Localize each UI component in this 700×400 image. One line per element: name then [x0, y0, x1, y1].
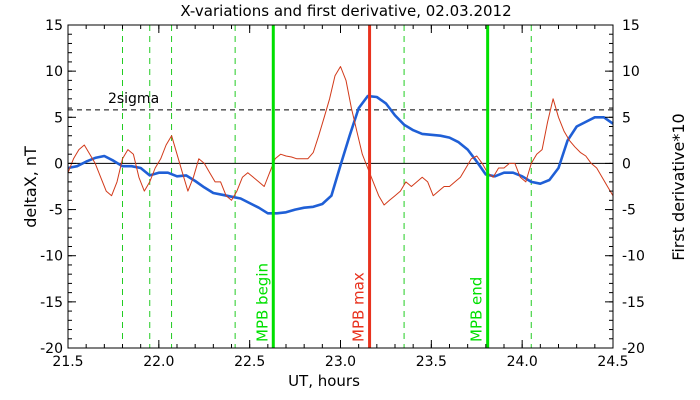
x-tick-label-2: 22.5 — [234, 354, 265, 370]
x-axis-label: UT, hours — [288, 372, 360, 390]
y-tick-label-right-0: -20 — [622, 341, 645, 357]
y-tick-label-right-5: 5 — [622, 110, 631, 126]
threshold-label: 2sigma — [108, 91, 159, 107]
series-line-derivative — [67, 66, 614, 206]
y-tick-label-right-7: 15 — [622, 18, 640, 34]
marker-label-2: MPB end — [468, 277, 486, 342]
y-axis-label-right: First derivative*10 — [669, 113, 688, 260]
x-tick-label-5: 24.0 — [507, 354, 538, 370]
y-axis-label-left: deltaX, nT — [21, 146, 40, 228]
x-tick-label-4: 23.5 — [416, 354, 447, 370]
marker-label-1: MPB max — [350, 272, 368, 342]
plot-area: 2sigma MPB begin MPB max MPB end 21.5 22.0 22.… — [40, 18, 645, 370]
chart-title: X-variations and first derivative, 02.03… — [180, 2, 511, 20]
series-line-deltaX — [67, 94, 614, 215]
x-tick-label-6: 24.5 — [597, 354, 628, 370]
y-tick-label-right-6: 10 — [622, 64, 640, 80]
y-tick-label-left-0: -20 — [40, 341, 63, 357]
x-tick-label-1: 22.0 — [143, 354, 174, 370]
y-tick-label-left-5: 5 — [54, 110, 63, 126]
y-tick-label-right-4: 0 — [622, 156, 631, 172]
y-tick-label-right-3: -5 — [622, 203, 636, 219]
y-tick-label-left-4: 0 — [54, 156, 63, 172]
y-tick-label-left-7: 15 — [45, 18, 63, 34]
marker-label-0: MPB begin — [253, 263, 271, 342]
y-tick-label-left-6: 10 — [45, 64, 63, 80]
y-tick-label-left-2: -10 — [40, 249, 63, 265]
y-tick-label-right-2: -10 — [622, 249, 645, 265]
x-tick-label-0: 21.5 — [52, 354, 83, 370]
y-tick-label-left-3: -5 — [49, 203, 63, 219]
y-tick-label-left-1: -15 — [40, 295, 63, 311]
y-tick-label-right-1: -15 — [622, 295, 645, 311]
x-tick-label-3: 23.0 — [325, 354, 356, 370]
